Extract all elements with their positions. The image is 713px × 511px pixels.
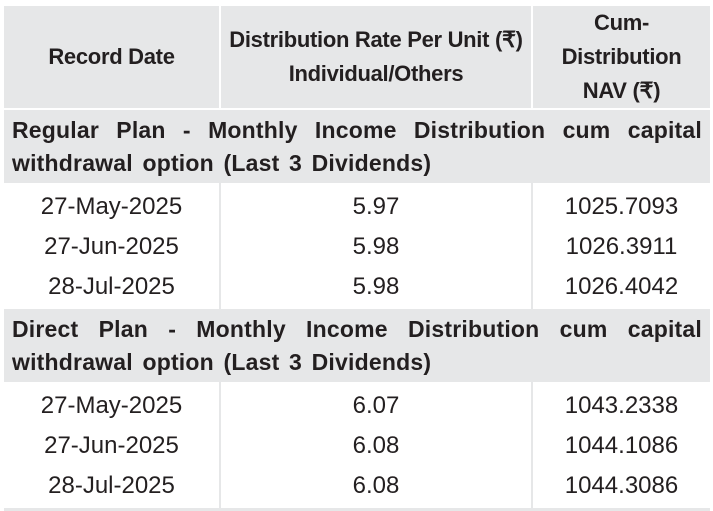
distribution-rate-cell: 5.97 (220, 183, 533, 227)
header-rate-line2: Individual/Others (288, 61, 464, 86)
section-header-row: Direct Plan - Monthly Income Distributio… (4, 309, 710, 382)
header-cum-distribution-nav: Cum-Distribution NAV (₹) (532, 6, 710, 110)
record-date-cell: 27-May-2025 (4, 183, 221, 227)
nav-cell: 1026.4042 (564, 273, 679, 300)
nav-cell: 1044.3086 (532, 466, 710, 511)
section-title-direct-plan: Direct Plan - Monthly Income Distributio… (4, 309, 710, 382)
section-header-row: Regular Plan - Monthly Income Distributi… (4, 109, 710, 183)
header-row: Record Date Distribution Rate Per Unit (… (4, 6, 710, 110)
distribution-rate-cell: 6.07 (220, 382, 533, 426)
section-title-regular-plan: Regular Plan - Monthly Income Distributi… (4, 109, 710, 183)
nav-cell: 1043.2338 (564, 392, 679, 419)
record-date-cell: 28-Jul-2025 (4, 267, 221, 309)
distribution-rate-cell: 5.98 (220, 227, 533, 267)
table-row: 27-May-2025 6.07 1043.2338 (4, 382, 710, 426)
distribution-rate-cell: 6.08 (220, 466, 533, 511)
header-nav-line1: Cum-Distribution (561, 10, 682, 69)
header-rate-line1: Distribution Rate Per Unit (₹) (229, 27, 523, 52)
table-row: 28-Jul-2025 5.98 1026.4042 (4, 267, 710, 309)
record-date-cell: 27-Jun-2025 (4, 227, 221, 267)
header-distribution-rate: Distribution Rate Per Unit (₹) Individua… (220, 6, 533, 110)
nav-cell: 1044.1086 (564, 432, 679, 459)
section-title-line1: Direct Plan - Monthly Income Distributio… (12, 316, 702, 342)
record-date-cell: 28-Jul-2025 (4, 466, 221, 511)
table-row: 27-Jun-2025 5.98 1026.3911 (4, 227, 710, 267)
header-nav-line2: NAV (₹) (582, 78, 661, 103)
nav-cell: 1026.3911 (565, 233, 678, 260)
distribution-rate-cell: 5.98 (220, 267, 533, 309)
section-title-line1: Regular Plan - Monthly Income Distributi… (12, 117, 702, 143)
distribution-table: Record Date Distribution Rate Per Unit (… (4, 6, 710, 511)
record-date-cell: 27-Jun-2025 (4, 426, 221, 466)
section-title-line2: withdrawal option (Last 3 Dividends) (12, 150, 432, 176)
record-date-cell: 27-May-2025 (4, 382, 221, 426)
distribution-table-container: Record Date Distribution Rate Per Unit (… (4, 6, 710, 511)
table-row: 27-Jun-2025 6.08 1044.1086 (4, 426, 710, 466)
header-record-date: Record Date (4, 6, 221, 110)
nav-cell: 1025.7093 (564, 193, 679, 220)
table-row: 28-Jul-2025 6.08 1044.3086 (4, 466, 710, 511)
distribution-rate-cell: 6.08 (220, 426, 533, 466)
table-row: 27-May-2025 5.97 1025.7093 (4, 183, 710, 227)
section-title-line2: withdrawal option (Last 3 Dividends) (12, 349, 432, 375)
